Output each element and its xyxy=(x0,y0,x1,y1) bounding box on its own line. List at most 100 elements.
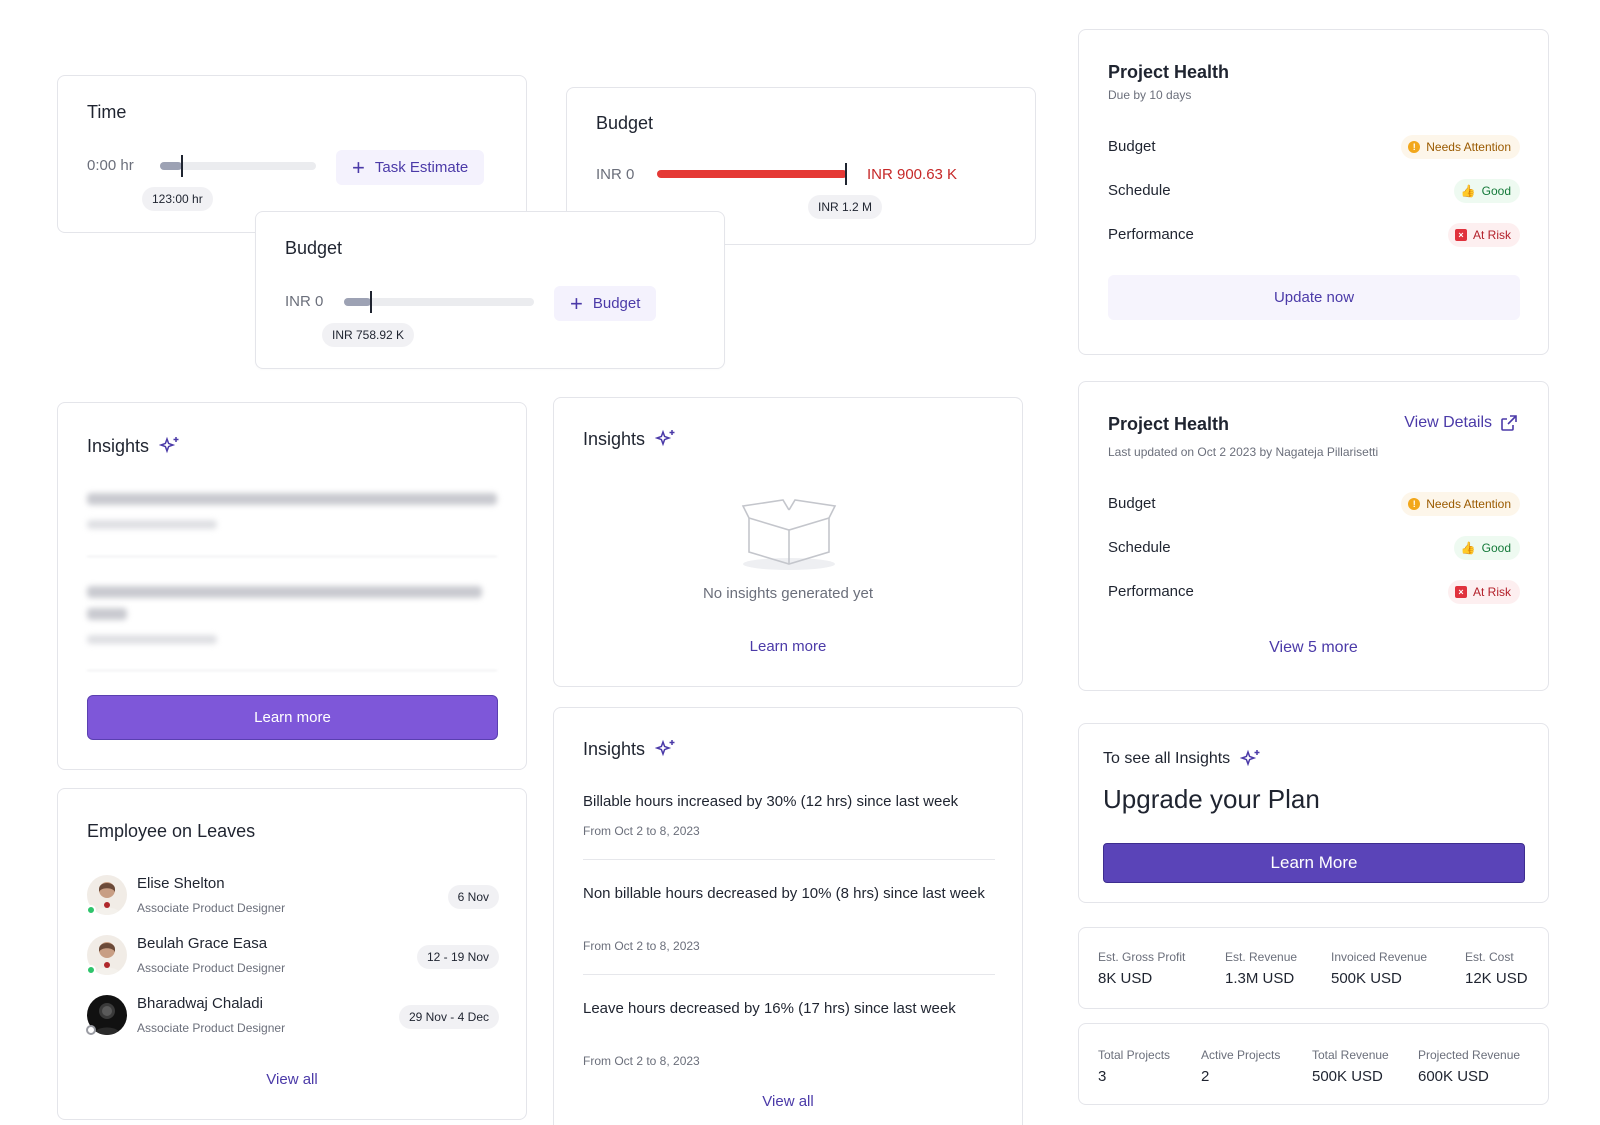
time-progress-track[interactable] xyxy=(160,155,316,177)
time-progress-marker[interactable] xyxy=(181,155,183,177)
insight-item-date: From Oct 2 to 8, 2023 xyxy=(583,939,700,953)
stat-value: 500K USD xyxy=(1331,970,1402,987)
task-estimate-button[interactable]: + Task Estimate xyxy=(336,150,485,185)
status-badge-label: Needs Attention xyxy=(1426,497,1511,511)
list-item[interactable]: Bharadwaj Chaladi Associate Product Desi… xyxy=(86,995,499,1039)
time-progress-fill xyxy=(160,162,182,170)
close-icon: × xyxy=(1454,229,1467,241)
budget-card-title: Budget xyxy=(285,238,343,258)
stat-label: Total Revenue xyxy=(1312,1048,1389,1062)
insights-title: Insights xyxy=(87,435,150,456)
budget-over-start-label: INR 0 xyxy=(596,166,635,183)
leave-dates-badge: 6 Nov xyxy=(447,885,499,909)
insight-item-text: Billable hours increased by 30% (12 hrs)… xyxy=(583,793,959,810)
employee-leaves-card: Employee on Leaves Elise Shelton Associa… xyxy=(57,788,527,1120)
health-row-label: Performance xyxy=(1108,226,1194,243)
budget-over-value-chip: INR 1.2 M xyxy=(808,195,883,219)
blurred-insight-text xyxy=(87,608,127,620)
status-badge-label: At Risk xyxy=(1472,585,1511,599)
time-card: Time 0:00 hr 123:00 hr + Task Estimate xyxy=(57,75,527,233)
thumbs-up-icon: 👍 xyxy=(1460,541,1476,555)
list-item[interactable]: Elise Shelton Associate Product Designer… xyxy=(86,875,499,919)
budget-over-marker[interactable] xyxy=(845,163,847,185)
health-row-label: Budget xyxy=(1108,138,1156,155)
divider xyxy=(583,974,995,975)
task-estimate-label: Task Estimate xyxy=(374,159,469,176)
employee-leaves-title: Employee on Leaves xyxy=(87,821,256,841)
status-badge-label: Good xyxy=(1481,184,1511,198)
employee-role: Associate Product Designer xyxy=(137,901,286,915)
time-value-chip: 123:00 hr xyxy=(142,187,213,211)
budget-over-title: Budget xyxy=(596,113,654,133)
stat-value: 2 xyxy=(1201,1068,1210,1085)
insights-learn-more-button[interactable]: Learn more xyxy=(87,695,498,740)
view-more-link[interactable]: View 5 more xyxy=(1269,639,1358,656)
health-row-label: Budget xyxy=(1108,495,1156,512)
stat: Est. Revenue 1.3M USD xyxy=(1225,950,1297,987)
insights-title: Insights xyxy=(583,738,646,759)
close-icon: × xyxy=(1454,586,1467,598)
project-health-subtitle: Due by 10 days xyxy=(1108,88,1192,102)
insights-header: Insights xyxy=(87,435,181,457)
upgrade-prompt: To see all Insights xyxy=(1103,750,1231,767)
budget-progress-fill xyxy=(344,298,371,306)
insights-locked-card: Insights Learn more xyxy=(57,402,527,770)
offline-status-dot xyxy=(86,1025,96,1035)
insights-header: Insights xyxy=(583,428,677,450)
update-now-button[interactable]: Update now xyxy=(1108,275,1520,320)
employee-role: Associate Product Designer xyxy=(137,961,286,975)
budget-value-chip: INR 758.92 K xyxy=(322,323,415,347)
stat-value: 1.3M USD xyxy=(1225,970,1295,987)
update-now-label: Update now xyxy=(1273,289,1355,306)
insights-header: Insights xyxy=(583,738,677,760)
blurred-insight-text xyxy=(87,586,482,598)
budget-over-track[interactable] xyxy=(657,163,847,185)
leave-dates-badge: 12 - 19 Nov xyxy=(416,945,499,969)
status-badge: × At Risk xyxy=(1447,223,1520,247)
project-stats-card: Total Projects 3 Active Projects 2 Total… xyxy=(1078,1023,1549,1105)
view-all-insights-link[interactable]: View all xyxy=(762,1093,814,1110)
blurred-insight-date xyxy=(87,520,217,529)
status-badge-label: Needs Attention xyxy=(1426,140,1511,154)
stat: Est. Cost 12K USD xyxy=(1465,950,1528,987)
divider xyxy=(87,670,497,671)
blurred-insight-date xyxy=(87,635,217,644)
financial-stats-card: Est. Gross Profit 8K USD Est. Revenue 1.… xyxy=(1078,927,1549,1009)
insight-item-date: From Oct 2 to 8, 2023 xyxy=(583,1054,700,1068)
add-budget-button[interactable]: + Budget xyxy=(554,286,657,321)
warning-icon: ! xyxy=(1408,141,1421,153)
stat-value: 600K USD xyxy=(1418,1068,1489,1085)
upgrade-plan-card: To see all Insights Upgrade your Plan Le… xyxy=(1078,723,1549,903)
stat-value: 12K USD xyxy=(1465,970,1528,987)
view-details-link[interactable]: View Details xyxy=(1404,414,1518,432)
budget-card: Budget INR 0 INR 758.92 K + Budget xyxy=(255,211,725,369)
view-all-employees-link[interactable]: View all xyxy=(266,1071,318,1088)
time-start-label: 0:00 hr xyxy=(87,157,134,174)
thumbs-up-icon: 👍 xyxy=(1460,184,1476,198)
plus-icon: + xyxy=(352,154,365,180)
online-status-dot xyxy=(86,905,96,915)
insight-item-text: Leave hours decreased by 16% (17 hrs) si… xyxy=(583,1000,956,1017)
stat-label: Projected Revenue xyxy=(1418,1048,1521,1062)
stat: Invoiced Revenue 500K USD xyxy=(1331,950,1427,987)
stat-label: Invoiced Revenue xyxy=(1331,950,1428,964)
list-item[interactable]: Beulah Grace Easa Associate Product Desi… xyxy=(86,935,499,979)
employee-name: Beulah Grace Easa xyxy=(137,935,268,952)
stat: Active Projects 2 xyxy=(1201,1048,1280,1085)
learn-more-link[interactable]: Learn more xyxy=(749,638,827,655)
divider xyxy=(583,859,995,860)
budget-progress-track[interactable] xyxy=(344,291,534,313)
learn-more-label: Learn more xyxy=(254,709,331,726)
upgrade-title: Upgrade your Plan xyxy=(1103,784,1320,814)
add-budget-label: Budget xyxy=(592,295,641,312)
budget-progress-marker[interactable] xyxy=(370,291,372,313)
empty-state-text: No insights generated yet xyxy=(702,585,874,602)
stat-label: Est. Revenue xyxy=(1225,950,1298,964)
stat: Total Projects 3 xyxy=(1098,1048,1170,1085)
stat-label: Est. Cost xyxy=(1465,950,1514,964)
upgrade-learn-more-button[interactable]: Learn More xyxy=(1103,843,1525,883)
stat-label: Est. Gross Profit xyxy=(1098,950,1186,964)
stat-label: Active Projects xyxy=(1201,1048,1281,1062)
stat-value: 3 xyxy=(1098,1068,1107,1085)
stat-label: Total Projects xyxy=(1098,1048,1171,1062)
